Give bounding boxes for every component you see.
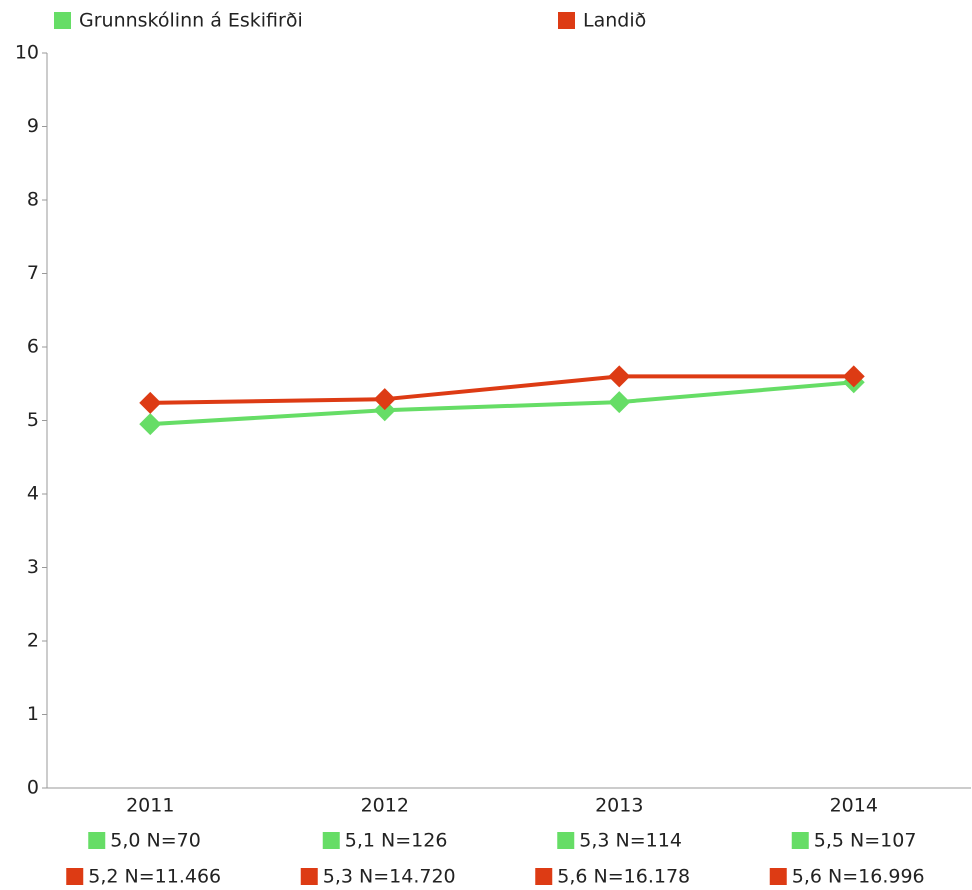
- x-tick-label: 2013: [595, 795, 643, 817]
- series-line: [150, 374, 854, 405]
- legend-label: Landið: [583, 10, 646, 32]
- label-swatch: [66, 868, 84, 885]
- value-label: 5,6 N=16.996: [792, 866, 925, 888]
- y-tick-label: 4: [27, 483, 39, 505]
- label-swatch: [769, 868, 787, 885]
- y-tick-label: 3: [27, 556, 39, 578]
- label-swatch: [88, 832, 106, 849]
- marker: [373, 388, 396, 411]
- marker: [139, 391, 162, 414]
- y-tick-label: 9: [27, 115, 39, 137]
- label-swatch: [557, 832, 575, 849]
- value-label: 5,3 N=14.720: [323, 866, 456, 888]
- label-swatch: [300, 868, 318, 885]
- marker: [373, 399, 396, 422]
- label-swatch: [535, 868, 553, 885]
- y-tick-label: 0: [27, 777, 39, 799]
- y-tick-label: 5: [27, 409, 39, 431]
- y-tick-label: 10: [15, 42, 39, 64]
- value-label: 5,3 N=114: [579, 830, 682, 852]
- legend-swatch: [54, 12, 71, 29]
- x-tick-label: 2011: [126, 795, 174, 817]
- x-tick-label: 2014: [830, 795, 878, 817]
- label-swatch: [322, 832, 340, 849]
- y-tick-label: 6: [27, 336, 39, 358]
- y-tick-label: 7: [27, 262, 39, 284]
- value-label: 5,1 N=126: [345, 830, 448, 852]
- legend-label: Grunnskólinn á Eskifirði: [79, 10, 303, 32]
- value-label: 5,6 N=16.178: [557, 866, 690, 888]
- marker: [842, 365, 865, 388]
- y-tick-label: 1: [27, 703, 39, 725]
- value-label: 5,2 N=11.466: [88, 866, 221, 888]
- marker: [608, 365, 631, 388]
- x-tick-label: 2012: [361, 795, 409, 817]
- marker: [608, 391, 631, 414]
- legend-swatch: [558, 12, 575, 29]
- value-label: 5,5 N=107: [814, 830, 917, 852]
- y-tick-label: 8: [27, 189, 39, 211]
- label-swatch: [791, 832, 809, 849]
- series-line: [150, 380, 854, 427]
- marker: [139, 413, 162, 436]
- y-tick-label: 2: [27, 630, 39, 652]
- value-label: 5,0 N=70: [110, 830, 201, 852]
